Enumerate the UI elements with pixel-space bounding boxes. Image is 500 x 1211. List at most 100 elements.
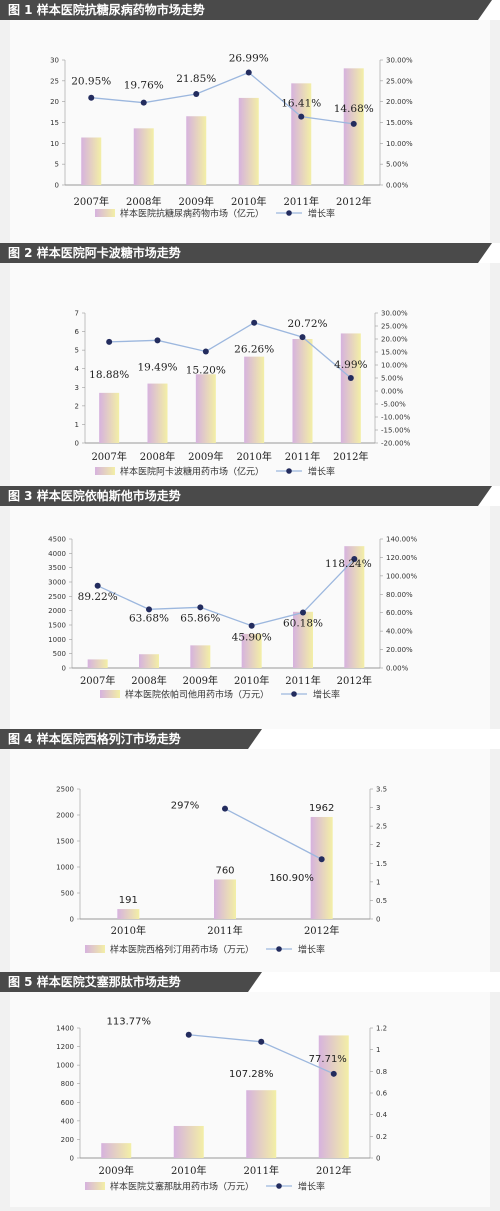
chart-5-category-label: 2011年: [244, 1164, 279, 1177]
chart-2-y2-tick-label: -10.00%: [381, 414, 411, 422]
chart-1-y2-tick-label: 30.00%: [386, 57, 413, 65]
chart-1-legend-bar-label: 样本医院抗糖尿病药物市场（亿元）: [120, 208, 264, 220]
chart-4-title: 图 4 样本医院西格列汀市场走势: [8, 732, 181, 746]
chart-2-category-label: 2008年: [140, 450, 175, 463]
chart-2-bar-2010年: [244, 356, 265, 443]
chart-2-growth-rate-label: 18.88%: [89, 369, 129, 381]
chart-5-growth-rate-point: [185, 1031, 192, 1038]
chart-2-growth-rate-point: [202, 348, 209, 355]
chart-3-y2-tick-label: 140.00%: [386, 536, 417, 544]
chart-2-legend-line-label: 增长率: [308, 466, 335, 478]
chart-2-banner: 图 2 样本医院阿卡波糖市场走势: [0, 243, 500, 263]
chart-3-y2-tick-label: 80.00%: [386, 591, 413, 599]
chart-1-category-label: 2012年: [336, 195, 371, 208]
chart-3-category-label: 2010年: [234, 674, 269, 687]
chart-3-y-tick-label: 2500: [48, 593, 66, 601]
chart-1-bar-2011年: [291, 83, 312, 185]
chart-2-y2-tick-label: -15.00%: [381, 427, 411, 435]
chart-2-y2-tick-label: 5.00%: [381, 375, 404, 383]
chart-5-y-tick-label: 400: [61, 1117, 74, 1125]
chart-1-growth-rate-point: [193, 90, 200, 97]
chart-5-y2-tick-label: 1: [376, 1046, 380, 1054]
chart-1-growth-rate-point: [298, 113, 305, 120]
chart-2-banner-bar: [0, 243, 492, 263]
chart-5-growth-rate-label: 113.77%: [107, 1017, 152, 1028]
chart-4-y2-tick-label: 2.5: [376, 823, 387, 831]
chart-3-banner-bar: [0, 486, 492, 506]
chart-2-y2-tick-label: -20.00%: [381, 440, 411, 448]
chart-3-category-label: 2011年: [285, 674, 320, 687]
chart-1-legend: 样本医院抗糖尿病药物市场（亿元） 增长率: [95, 208, 335, 220]
chart-3-category-label: 2007年: [80, 674, 115, 687]
chart-1-growth-rate-label: 26.99%: [229, 53, 269, 65]
chart-3-legend-marker-swatch: [291, 691, 297, 697]
chart-4-y2-tick-label: 1: [376, 878, 380, 886]
chart-1-growth-rate-label: 20.95%: [71, 76, 111, 88]
chart-5-bar-2011年: [246, 1090, 277, 1158]
chart-4-y-tick-label: 0: [70, 916, 74, 924]
chart-3-growth-rate-point: [146, 606, 152, 613]
chart-3-growth-rate-label: 60.18%: [283, 618, 323, 630]
chart-2-growth-rate-point: [106, 338, 113, 345]
chart-4-bar-value-label: 1962: [309, 803, 334, 814]
chart-1-y2-tick-label: 20.00%: [386, 98, 413, 106]
chart-5-y-tick-label: 600: [61, 1099, 74, 1107]
chart-1-growth-rate-label: 14.68%: [334, 103, 374, 115]
chart-3-y2-tick-label: 20.00%: [386, 646, 413, 654]
chart-2-y-tick-label: 1: [75, 421, 79, 429]
chart-1-y-tick-label: 0: [55, 182, 59, 190]
chart-4-y-tick-label: 500: [61, 890, 74, 898]
chart-4-y2-tick-label: 3: [376, 804, 380, 812]
chart-3-legend-bar-label: 样本医院依帕司他用药市场（万元）: [125, 689, 269, 701]
chart-5-y-tick-label: 1000: [56, 1062, 74, 1070]
chart-5-bar-2012年: [318, 1035, 349, 1158]
chart-1-y2-tick-label: 10.00%: [386, 140, 413, 148]
chart-3-growth-rate-label: 89.22%: [78, 591, 118, 603]
chart-1-bar-2010年: [238, 97, 259, 185]
chart-2-y2-tick-label: 25.00%: [381, 323, 408, 331]
chart-3-bar-2007年: [87, 659, 108, 668]
chart-5-y-tick-label: 1400: [56, 1025, 74, 1033]
chart-2-y-tick-label: 0: [75, 440, 79, 448]
chart-2-growth-rate-point: [251, 319, 258, 326]
chart-2-y2-tick-label: 10.00%: [381, 362, 408, 370]
chart-1-growth-rate-point: [140, 99, 147, 106]
chart-4-bar-2011年: [214, 879, 236, 919]
chart-5-growth-rate-label: 107.28%: [229, 1069, 274, 1080]
chart-2-growth-rate-label: 19.49%: [137, 361, 177, 373]
chart-5-banner: 图 5 样本医院艾塞那肽市场走势: [0, 972, 500, 992]
chart-1-y2-tick-label: 25.00%: [386, 77, 413, 85]
chart-1-y-tick-label: 5: [55, 161, 59, 169]
chart-2-legend-bar-label: 样本医院阿卡波糖用药市场（亿元）: [120, 466, 264, 478]
chart-1-category-label: 2007年: [74, 195, 109, 208]
chart-1-growth-rate-point: [245, 69, 252, 76]
chart-2-growth-rate-label: 26.26%: [234, 344, 274, 356]
chart-2-growth-rate-label: 20.72%: [287, 318, 327, 330]
chart-4-legend-bar-label: 样本医院西格列汀用药市场（万元）: [110, 944, 254, 956]
chart-4-bar-value-label: 760: [215, 865, 234, 876]
chart-1-category-label: 2008年: [126, 195, 161, 208]
chart-1-plot-area: 0 5 10 15 20 25 30 0.00% 5.00% 10.00% 15.00% 20.00%…: [10, 20, 490, 243]
chart-3-y-tick-label: 1000: [48, 636, 66, 644]
chart-3-y-tick-label: 1500: [48, 622, 66, 630]
chart-4-category-label: 2011年: [207, 924, 242, 937]
chart-1-legend-bar-swatch: [95, 209, 115, 217]
chart-3-y-tick-label: 3000: [48, 579, 66, 587]
chart-4-legend-line-label: 增长率: [298, 944, 325, 956]
chart-3-category-label: 2012年: [337, 674, 372, 687]
chart-5-y-tick-label: 1200: [56, 1043, 74, 1051]
chart-1-growth-rate-point: [88, 94, 95, 101]
chart-5-legend-line-label: 增长率: [298, 1181, 325, 1193]
chart-2-category-label: 2010年: [236, 450, 271, 463]
chart-4-growth-rate-point: [318, 856, 325, 863]
chart-5-y2-tick-label: 0.8: [376, 1068, 387, 1076]
chart-3-y-tick-label: 3500: [48, 564, 66, 572]
chart-3-bar-2012年: [344, 546, 365, 668]
chart-2-bar-2012年: [340, 333, 361, 443]
chart-2-y-tick-label: 3: [75, 384, 79, 392]
chart-5-y2-tick-label: 1.2: [376, 1025, 387, 1033]
chart-3-growth-rate-point: [300, 609, 306, 616]
chart-3-growth-rate-point: [94, 582, 101, 589]
chart-1-growth-rate-point: [350, 120, 357, 127]
chart-1-category-label: 2010年: [231, 195, 266, 208]
